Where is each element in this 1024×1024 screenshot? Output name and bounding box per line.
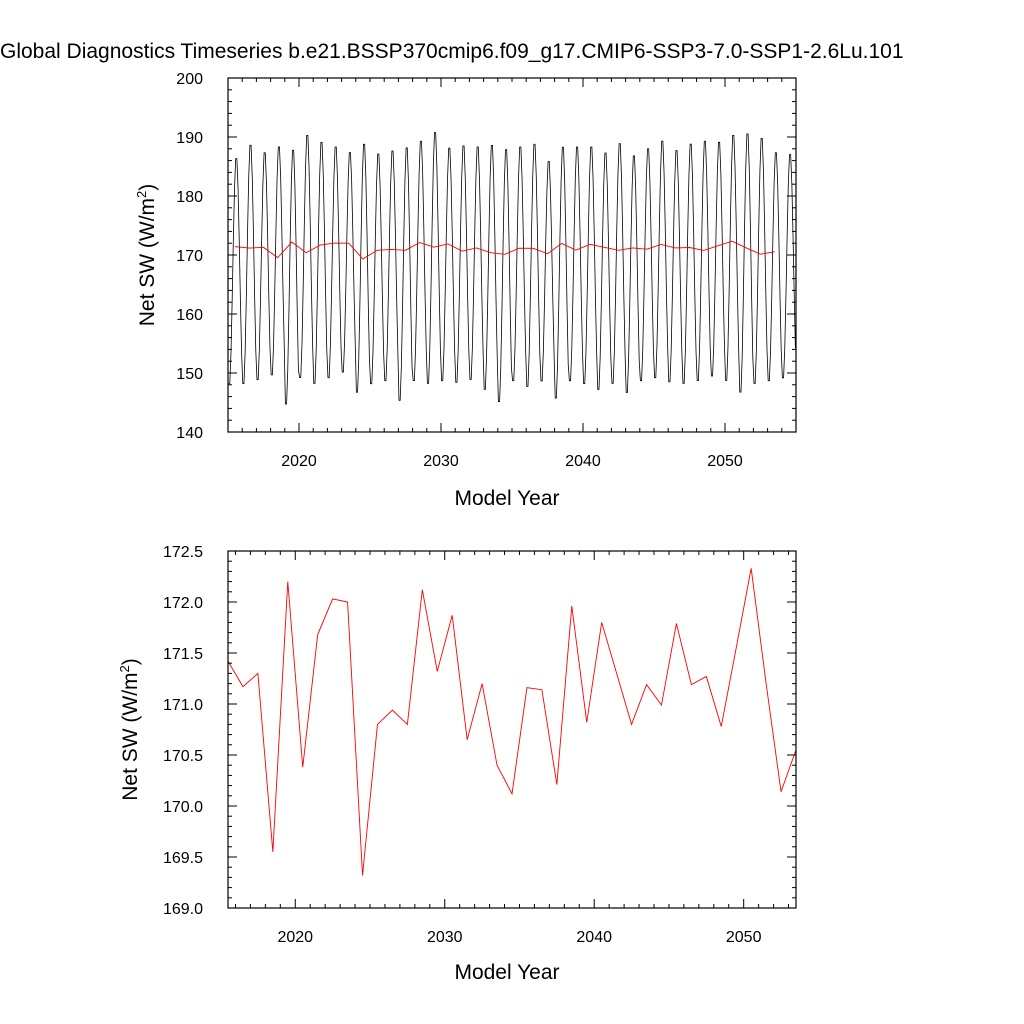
panel0-x-tick-label: 2030 [423,453,459,470]
panel1-y-tick-label: 171.0 [163,697,203,714]
panel1-y-tick-label: 171.5 [163,646,203,663]
panel0-x-tick-label: 2050 [707,453,743,470]
panel0-x-tick-label: 2020 [281,453,317,470]
panel0-series-monthly-line [228,132,796,405]
chart-title: Global Diagnostics Timeseries b.e21.BSSP… [0,40,904,63]
bottom-panel-annual-mean: 2020 2030 2040 2050 169.0 169.5 170.0 170.5 171.… [117,544,797,984]
panel0-y-tick-label: 160 [176,307,203,324]
top-panel-timeseries: 2020 2030 2040 2050 140 150 160 170 180 190 200 Mod… [134,71,797,510]
panel1-series-annual-line [227,568,797,876]
panel0-y-tick-label: 190 [176,130,203,147]
panel1-y-tick-label: 172.5 [163,544,203,561]
panel1-x-axis-title: Model Year [454,961,559,984]
panel1-y-tick-label: 169.0 [163,901,203,918]
panel1-y-axis-title: Net SW (W/m2) [117,658,142,801]
panel0-y-tick-label: 170 [176,248,203,265]
panel1-y-tick-label: 170.5 [163,748,203,765]
panel0-y-tick-label: 180 [176,189,203,206]
panel0-y-tick-label: 140 [176,425,203,442]
panel0-plot-frame [227,77,797,433]
panel0-y-tick-label: 200 [176,71,203,88]
panel1-y-tick-label: 172.0 [163,595,203,612]
panel1-x-tick-label: 2030 [427,929,463,946]
panel0-x-tick-label: 2040 [565,453,601,470]
panel0-x-axis-title: Model Year [454,487,559,510]
panel0-series-annual-line [235,240,775,260]
panel1-x-tick-label: 2040 [576,929,612,946]
panel1-x-tick-label: 2020 [277,929,313,946]
panel0-y-axis-title: Net SW (W/m2) [134,184,159,327]
panel1-plot-frame [227,550,797,909]
panel1-x-tick-label: 2050 [726,929,762,946]
panel0-y-tick-label: 150 [176,366,203,383]
panel1-y-tick-label: 170.0 [163,799,203,816]
panel1-y-tick-label: 169.5 [163,850,203,867]
